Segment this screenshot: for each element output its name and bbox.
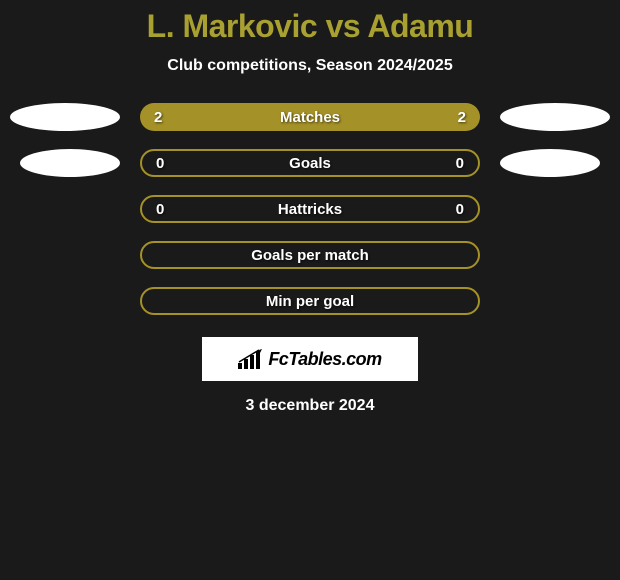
stat-right-value: 0 [456, 201, 464, 218]
stat-label: Matches [280, 109, 340, 126]
stat-label: Min per goal [266, 293, 354, 310]
player-right-badge [500, 149, 600, 177]
player-left-badge [10, 103, 120, 131]
stat-pill-goals-per-match: Goals per match [140, 241, 480, 269]
player-right-badge [500, 103, 610, 131]
stat-left-value: 0 [156, 201, 164, 218]
page-title: L. Markovic vs Adamu [0, 8, 620, 45]
stat-pill-matches: 2 Matches 2 [140, 103, 480, 131]
stat-label: Hattricks [278, 201, 342, 218]
spacer [10, 241, 120, 269]
stat-right-value: 2 [458, 109, 466, 126]
player-left-badge [20, 149, 120, 177]
stat-right-value: 0 [456, 155, 464, 172]
spacer [500, 241, 610, 269]
spacer [10, 287, 120, 315]
comparison-card: L. Markovic vs Adamu Club competitions, … [0, 0, 620, 415]
spacer [500, 195, 610, 223]
spacer [500, 287, 610, 315]
snapshot-date: 3 december 2024 [0, 397, 620, 415]
stat-pill-goals: 0 Goals 0 [140, 149, 480, 177]
source-logo: FcTables.com [202, 337, 418, 381]
bars-icon [238, 349, 264, 369]
stat-row: 0 Hattricks 0 [0, 195, 620, 223]
stats-list: 2 Matches 2 0 Goals 0 0 Hattricks 0 [0, 103, 620, 315]
stat-row: Min per goal [0, 287, 620, 315]
stat-row: 2 Matches 2 [0, 103, 620, 131]
page-subtitle: Club competitions, Season 2024/2025 [0, 57, 620, 75]
stat-row: 0 Goals 0 [0, 149, 620, 177]
stat-left-value: 2 [154, 109, 162, 126]
logo-text: FcTables.com [268, 349, 381, 370]
spacer [10, 195, 120, 223]
stat-label: Goals per match [251, 247, 369, 264]
stat-row: Goals per match [0, 241, 620, 269]
stat-pill-min-per-goal: Min per goal [140, 287, 480, 315]
stat-label: Goals [289, 155, 331, 172]
stat-pill-hattricks: 0 Hattricks 0 [140, 195, 480, 223]
stat-left-value: 0 [156, 155, 164, 172]
